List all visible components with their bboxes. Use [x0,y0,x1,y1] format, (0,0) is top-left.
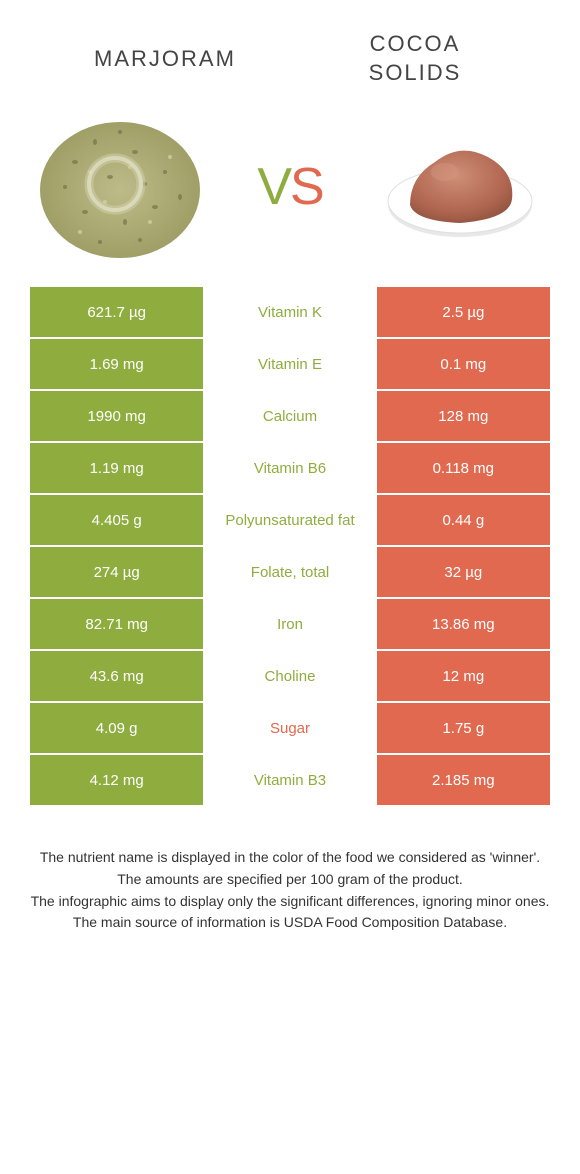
right-value: 128 mg [377,391,550,443]
left-value: 1.19 mg [30,443,203,495]
nutrient-table: 621.7 µgVitamin K2.5 µg1.69 mgVitamin E0… [30,287,550,807]
table-row: 274 µgFolate, total32 µg [30,547,550,599]
vs-s-letter: S [290,158,323,216]
nutrient-name: Folate, total [203,547,376,599]
vs-label: VS [257,157,322,217]
table-row: 1.19 mgVitamin B60.118 mg [30,443,550,495]
left-value: 4.12 mg [30,755,203,807]
right-food-image [370,107,550,267]
left-food-title: Marjoram [40,46,290,72]
table-row: 4.405 gPolyunsaturated fat0.44 g [30,495,550,547]
right-value: 32 µg [377,547,550,599]
right-value: 0.44 g [377,495,550,547]
right-food-title-line1: Cocoa [290,30,540,59]
right-value: 12 mg [377,651,550,703]
table-row: 4.12 mgVitamin B32.185 mg [30,755,550,807]
footer-notes: The nutrient name is displayed in the co… [30,847,550,934]
left-value: 274 µg [30,547,203,599]
nutrient-name: Vitamin B6 [203,443,376,495]
left-value: 4.09 g [30,703,203,755]
comparison-images: VS [0,97,580,287]
footer-line-3: The infographic aims to display only the… [30,891,550,913]
table-row: 82.71 mgIron13.86 mg [30,599,550,651]
right-value: 13.86 mg [377,599,550,651]
nutrient-name: Polyunsaturated fat [203,495,376,547]
left-food-image [30,107,210,267]
left-value: 621.7 µg [30,287,203,339]
table-row: 43.6 mgCholine12 mg [30,651,550,703]
nutrient-name: Vitamin B3 [203,755,376,807]
right-value: 2.5 µg [377,287,550,339]
left-value: 43.6 mg [30,651,203,703]
right-value: 1.75 g [377,703,550,755]
marjoram-icon [35,112,205,262]
table-row: 621.7 µgVitamin K2.5 µg [30,287,550,339]
left-value: 82.71 mg [30,599,203,651]
table-row: 1990 mgCalcium128 mg [30,391,550,443]
cocoa-icon [380,127,540,247]
left-value: 1.69 mg [30,339,203,391]
nutrient-name: Sugar [203,703,376,755]
header-right: Cocoa solids [290,30,540,87]
nutrient-name: Calcium [203,391,376,443]
right-value: 2.185 mg [377,755,550,807]
vs-v-letter: V [257,158,290,216]
nutrient-name: Iron [203,599,376,651]
header-left: Marjoram [40,46,290,72]
right-value: 0.118 mg [377,443,550,495]
footer-line-4: The main source of information is USDA F… [30,912,550,934]
right-value: 0.1 mg [377,339,550,391]
table-row: 4.09 gSugar1.75 g [30,703,550,755]
table-row: 1.69 mgVitamin E0.1 mg [30,339,550,391]
header: Marjoram Cocoa solids [0,0,580,97]
left-value: 1990 mg [30,391,203,443]
nutrient-name: Vitamin E [203,339,376,391]
left-value: 4.405 g [30,495,203,547]
footer-line-1: The nutrient name is displayed in the co… [30,847,550,869]
nutrient-name: Vitamin K [203,287,376,339]
nutrient-name: Choline [203,651,376,703]
footer-line-2: The amounts are specified per 100 gram o… [30,869,550,891]
right-food-title-line2: solids [290,59,540,88]
